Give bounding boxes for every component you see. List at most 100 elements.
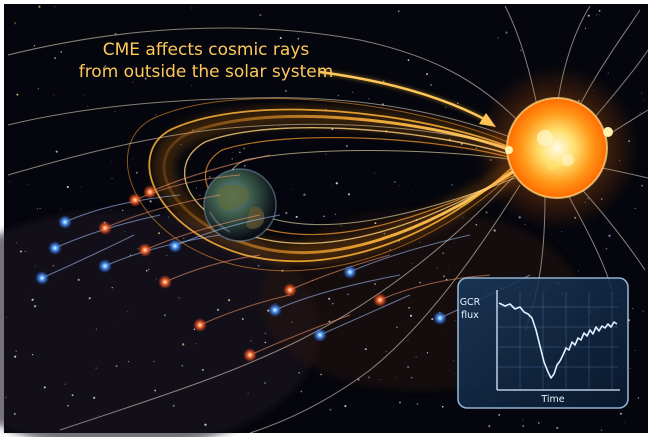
star bbox=[411, 263, 413, 265]
particle-trail bbox=[274, 274, 401, 311]
star bbox=[216, 308, 220, 311]
star bbox=[331, 184, 333, 186]
star bbox=[285, 211, 288, 215]
star bbox=[16, 93, 19, 96]
star bbox=[430, 83, 433, 87]
star bbox=[37, 88, 39, 90]
star bbox=[55, 150, 58, 153]
particle-blue bbox=[35, 271, 49, 285]
star bbox=[208, 175, 211, 179]
star bbox=[443, 275, 446, 278]
star bbox=[163, 314, 166, 317]
star bbox=[16, 242, 18, 244]
star bbox=[368, 98, 370, 100]
star bbox=[643, 99, 644, 100]
star bbox=[551, 234, 552, 235]
star bbox=[341, 275, 342, 277]
star bbox=[639, 112, 641, 114]
star bbox=[243, 164, 246, 167]
star bbox=[135, 171, 138, 174]
star bbox=[398, 184, 400, 187]
star bbox=[327, 234, 329, 236]
star bbox=[419, 241, 421, 243]
star bbox=[114, 32, 117, 35]
star bbox=[374, 172, 376, 174]
gcr-flux-curve bbox=[498, 302, 618, 379]
star bbox=[436, 267, 438, 269]
star bbox=[243, 147, 246, 150]
star bbox=[291, 321, 293, 324]
star bbox=[182, 343, 185, 346]
star bbox=[561, 231, 563, 233]
star bbox=[132, 158, 134, 159]
star bbox=[124, 230, 125, 232]
star bbox=[392, 407, 394, 409]
star bbox=[191, 84, 193, 86]
particle-trail bbox=[174, 214, 281, 247]
particle-blue bbox=[48, 241, 62, 255]
particle-trail bbox=[144, 214, 261, 251]
gcr-flux-inset: GCR flux Time bbox=[457, 277, 629, 409]
star bbox=[537, 422, 540, 424]
star bbox=[15, 350, 17, 352]
earth-icon bbox=[203, 168, 277, 242]
star bbox=[116, 321, 117, 323]
star bbox=[634, 350, 636, 352]
star bbox=[241, 317, 244, 321]
star bbox=[95, 367, 97, 369]
star bbox=[419, 281, 421, 284]
star bbox=[264, 332, 267, 335]
star bbox=[67, 404, 69, 407]
star bbox=[344, 405, 347, 408]
star bbox=[325, 153, 327, 155]
star bbox=[204, 423, 207, 426]
star bbox=[454, 320, 456, 322]
star bbox=[264, 341, 267, 344]
particle-trail bbox=[199, 294, 291, 326]
star bbox=[426, 352, 429, 354]
star bbox=[441, 413, 443, 414]
star bbox=[335, 182, 338, 185]
particle-red bbox=[128, 193, 142, 207]
star bbox=[407, 340, 409, 342]
star bbox=[285, 90, 287, 92]
star bbox=[60, 208, 62, 210]
star bbox=[127, 311, 129, 313]
star bbox=[191, 7, 193, 9]
particle-blue bbox=[268, 303, 282, 317]
particle-red bbox=[283, 283, 297, 297]
star bbox=[114, 111, 116, 112]
particle-red bbox=[158, 275, 172, 289]
star bbox=[52, 264, 55, 267]
star bbox=[642, 310, 644, 312]
star bbox=[584, 27, 587, 30]
star bbox=[54, 57, 57, 60]
star bbox=[415, 356, 417, 358]
star bbox=[31, 353, 34, 356]
star bbox=[66, 185, 69, 189]
star bbox=[71, 394, 74, 397]
star bbox=[166, 254, 168, 256]
star bbox=[358, 286, 360, 288]
star bbox=[442, 252, 445, 255]
star bbox=[598, 9, 601, 12]
particle-blue bbox=[433, 311, 447, 325]
star bbox=[64, 383, 66, 385]
star bbox=[347, 293, 349, 295]
star bbox=[104, 65, 107, 68]
star bbox=[524, 224, 526, 226]
star bbox=[13, 22, 17, 25]
star bbox=[95, 328, 97, 330]
star bbox=[247, 392, 249, 394]
star bbox=[300, 390, 303, 393]
particle-blue bbox=[168, 239, 182, 253]
star bbox=[619, 412, 622, 415]
star bbox=[328, 297, 331, 300]
star bbox=[497, 37, 499, 39]
star bbox=[13, 412, 16, 415]
star bbox=[352, 91, 354, 93]
star bbox=[600, 429, 603, 432]
star bbox=[522, 419, 524, 421]
star bbox=[396, 326, 398, 329]
star bbox=[298, 371, 300, 374]
